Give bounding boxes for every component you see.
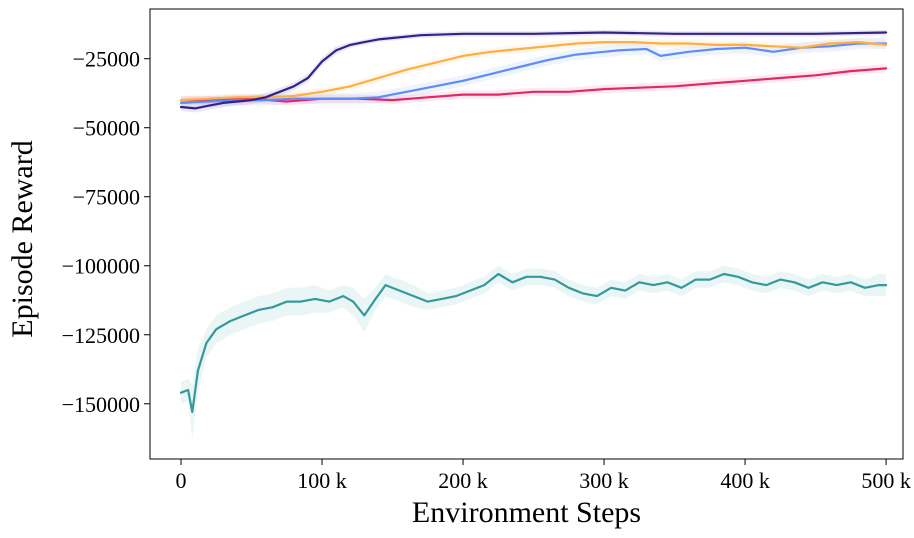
- series-navy-line: [179, 31, 888, 110]
- x-tick-label: 100 k: [297, 468, 347, 493]
- series-lines: [179, 31, 888, 414]
- series-orange-band: [181, 38, 887, 105]
- y-tick-label: −50000: [73, 116, 140, 141]
- x-tick-label: 300 k: [579, 468, 629, 493]
- x-axis: 0 100 k 200 k 300 k 400 k 500 k: [176, 459, 911, 493]
- series-blue-line: [179, 42, 888, 105]
- y-tick-label: −125000: [62, 323, 140, 348]
- y-axis-title: Episode Reward: [6, 140, 39, 337]
- series-teal-band: [181, 265, 887, 440]
- x-tick-label: 400 k: [720, 468, 770, 493]
- x-tick-label: 200 k: [438, 468, 488, 493]
- y-tick-label: −100000: [62, 254, 140, 279]
- series-teal-line: [179, 272, 888, 414]
- y-axis: −25000 −50000 −75000 −100000 −125000 −150000: [62, 47, 150, 417]
- plot-frame: [149, 8, 904, 460]
- y-tick-label: −150000: [62, 392, 140, 417]
- y-tick-label: −75000: [73, 185, 140, 210]
- series-pink-band: [181, 64, 887, 106]
- series-pink-line: [179, 67, 888, 103]
- x-tick-label: 500 k: [861, 468, 911, 493]
- x-tick-label: 0: [176, 468, 187, 493]
- x-axis-title: Environment Steps: [412, 496, 641, 529]
- y-tick-label: −25000: [73, 47, 140, 72]
- series-orange-line: [179, 40, 888, 102]
